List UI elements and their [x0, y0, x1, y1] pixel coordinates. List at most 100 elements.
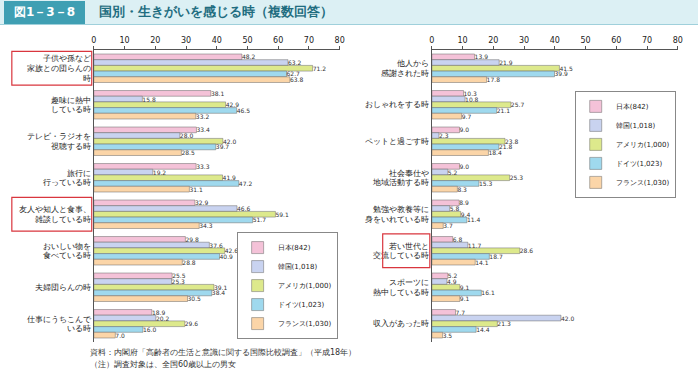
- svg-text:0: 0: [91, 36, 96, 45]
- svg-text:51.7: 51.7: [253, 216, 267, 223]
- svg-text:25.3: 25.3: [510, 174, 524, 181]
- svg-text:8.9: 8.9: [459, 199, 469, 206]
- svg-text:8.3: 8.3: [457, 186, 467, 193]
- svg-text:70: 70: [642, 36, 652, 45]
- svg-text:23.8: 23.8: [505, 138, 519, 145]
- svg-text:29.6: 29.6: [185, 320, 199, 327]
- svg-text:アメリカ(1,000): アメリカ(1,000): [616, 141, 670, 149]
- svg-text:30.5: 30.5: [188, 295, 202, 302]
- svg-text:25.7: 25.7: [511, 101, 525, 108]
- svg-text:6.8: 6.8: [453, 236, 463, 243]
- svg-text:9.7: 9.7: [462, 113, 472, 120]
- svg-text:38.4: 38.4: [212, 289, 226, 296]
- svg-text:5.2: 5.2: [448, 169, 458, 176]
- svg-text:46.5: 46.5: [237, 107, 251, 114]
- svg-text:9.0: 9.0: [460, 163, 470, 170]
- svg-text:18.4: 18.4: [488, 149, 502, 156]
- svg-text:3.5: 3.5: [443, 332, 453, 339]
- svg-text:21.3: 21.3: [497, 320, 511, 327]
- svg-text:5.2: 5.2: [448, 272, 458, 279]
- svg-text:41.5: 41.5: [559, 65, 573, 72]
- svg-text:16.0: 16.0: [143, 326, 157, 333]
- svg-text:39.9: 39.9: [555, 70, 569, 77]
- svg-text:39.1: 39.1: [214, 284, 228, 291]
- svg-text:15.8: 15.8: [142, 96, 156, 103]
- svg-text:9.1: 9.1: [460, 284, 470, 291]
- svg-text:11.4: 11.4: [467, 216, 481, 223]
- svg-text:42.0: 42.0: [223, 138, 237, 145]
- svg-text:9.4: 9.4: [461, 211, 471, 218]
- svg-text:趣味に熱中している時: 趣味に熱中している時: [51, 96, 91, 115]
- svg-text:勉強や教養等に身をいれている時: 勉強や教養等に身をいれている時: [365, 205, 429, 224]
- svg-text:21.8: 21.8: [499, 143, 513, 150]
- svg-text:38.1: 38.1: [211, 90, 225, 97]
- svg-text:韓国(1,018): 韓国(1,018): [616, 122, 656, 130]
- svg-text:7.0: 7.0: [115, 332, 125, 339]
- svg-text:0: 0: [429, 36, 434, 45]
- svg-text:アメリカ(1,000): アメリカ(1,000): [278, 282, 332, 290]
- svg-text:63.8: 63.8: [290, 76, 304, 83]
- svg-text:友人や知人と食事、雑談している時: 友人や知人と食事、雑談している時: [19, 205, 91, 224]
- svg-text:日本(842): 日本(842): [278, 244, 311, 252]
- svg-text:50: 50: [242, 36, 252, 45]
- svg-text:7.7: 7.7: [456, 309, 466, 316]
- svg-text:日本(842): 日本(842): [616, 103, 649, 111]
- svg-text:42.0: 42.0: [561, 315, 575, 322]
- svg-text:おしゃれをする時: おしゃれをする時: [365, 100, 429, 109]
- svg-text:71.2: 71.2: [313, 65, 327, 72]
- svg-text:21.1: 21.1: [497, 107, 511, 114]
- svg-text:29.8: 29.8: [185, 236, 199, 243]
- svg-text:46.6: 46.6: [237, 205, 251, 212]
- svg-text:25.5: 25.5: [172, 272, 186, 279]
- svg-text:21.9: 21.9: [499, 59, 513, 66]
- svg-text:40: 40: [550, 36, 560, 45]
- svg-text:韓国(1,018): 韓国(1,018): [278, 263, 318, 271]
- svg-text:若い世代と交流している時: 若い世代と交流している時: [373, 242, 429, 261]
- svg-text:48.2: 48.2: [242, 53, 256, 60]
- svg-text:3.7: 3.7: [443, 222, 453, 229]
- svg-text:63.2: 63.2: [288, 59, 302, 66]
- svg-text:37.6: 37.6: [209, 242, 223, 249]
- svg-text:11.7: 11.7: [468, 242, 482, 249]
- svg-text:フランス(1,030): フランス(1,030): [278, 320, 332, 328]
- svg-text:40: 40: [212, 36, 222, 45]
- svg-text:スポーツに熱中している時: スポーツに熱中している時: [373, 278, 429, 297]
- svg-text:30: 30: [519, 36, 529, 45]
- svg-text:31.1: 31.1: [189, 186, 203, 193]
- svg-text:41.9: 41.9: [223, 174, 237, 181]
- svg-text:19.2: 19.2: [153, 169, 167, 176]
- svg-text:10.8: 10.8: [465, 96, 479, 103]
- svg-text:収入があった時: 収入があった時: [373, 319, 429, 328]
- svg-text:20.2: 20.2: [156, 315, 170, 322]
- svg-text:28.5: 28.5: [181, 149, 195, 156]
- svg-text:旅行に行っている時: 旅行に行っている時: [43, 169, 91, 188]
- svg-text:4.9: 4.9: [447, 278, 457, 285]
- svg-text:47.2: 47.2: [239, 180, 253, 187]
- svg-text:他人から感謝された時: 他人から感謝された時: [381, 59, 429, 78]
- svg-text:17.8: 17.8: [487, 76, 501, 83]
- svg-text:42.6: 42.6: [225, 247, 239, 254]
- svg-text:13.9: 13.9: [475, 53, 489, 60]
- svg-text:18.9: 18.9: [152, 309, 166, 316]
- svg-text:34.3: 34.3: [199, 222, 213, 229]
- svg-text:20: 20: [150, 36, 160, 45]
- svg-text:59.1: 59.1: [275, 211, 289, 218]
- svg-text:70: 70: [304, 36, 314, 45]
- svg-text:仕事にうちこんでいる時: 仕事にうちこんでいる時: [27, 315, 92, 334]
- svg-text:ドイツ(1,023): ドイツ(1,023): [616, 160, 663, 168]
- svg-text:9.0: 9.0: [460, 126, 470, 133]
- svg-text:おいしい物を食べている時: おいしい物を食べている時: [43, 242, 91, 261]
- svg-text:10.3: 10.3: [464, 90, 478, 97]
- svg-text:9.1: 9.1: [460, 295, 470, 302]
- svg-text:25.3: 25.3: [172, 278, 186, 285]
- svg-text:夫婦団らんの時: 夫婦団らんの時: [35, 283, 91, 292]
- svg-text:2.3: 2.3: [439, 132, 449, 139]
- svg-text:16.1: 16.1: [481, 289, 495, 296]
- svg-text:32.9: 32.9: [195, 199, 209, 206]
- svg-text:ペットと過ごす時: ペットと過ごす時: [365, 137, 429, 146]
- svg-text:フランス(1,030): フランス(1,030): [616, 179, 670, 187]
- svg-text:28.0: 28.0: [180, 132, 194, 139]
- svg-text:テレビ・ラジオを視聴する時: テレビ・ラジオを視聴する時: [27, 132, 91, 151]
- svg-text:14.1: 14.1: [475, 259, 489, 266]
- svg-text:39.7: 39.7: [216, 143, 230, 150]
